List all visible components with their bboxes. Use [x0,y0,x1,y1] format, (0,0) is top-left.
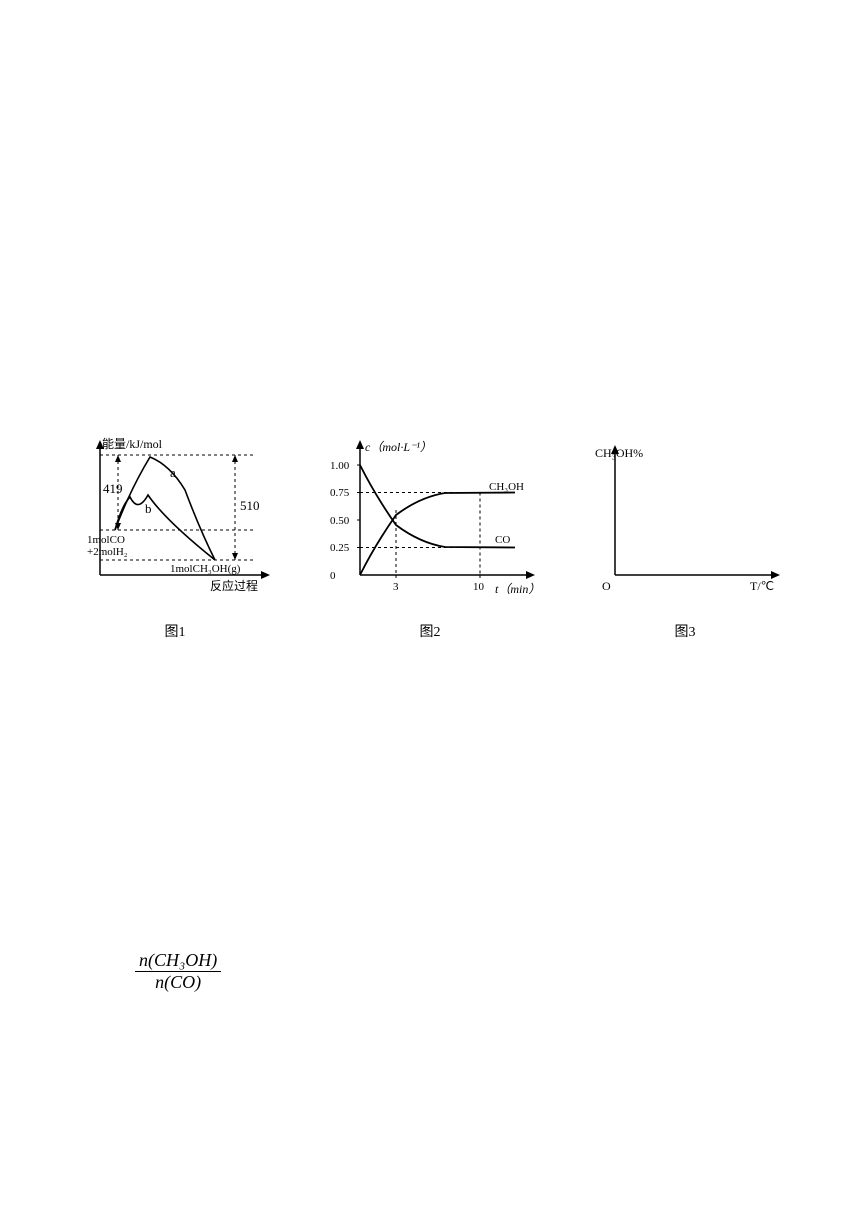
fig2-xtick-10: 10 [473,581,485,593]
fig1-510: 510 [240,498,260,513]
fig3-xaxis-label: T/℃ [750,579,774,593]
fig1-a: a [170,465,176,480]
fig2-co-label: CO [495,534,510,546]
fig2-ch3oh-label: CH₃OH [489,481,524,493]
fig2-xaxis-label: t（min） [495,582,540,596]
fig1-yaxis-label: 能量/kJ/mol [102,437,163,451]
fig2-ytick-100: 1.00 [330,460,350,472]
figure2-block: 0 0.25 0.50 0.75 1.00 3 10 c（mol·L⁻¹） [315,435,545,641]
fig2-xtick-3: 3 [393,581,399,593]
fig1-reactant1: 1molCO [87,534,125,546]
fig3-origin: O [602,579,611,593]
equation-fraction: n(CH₃OH) n(CO) [135,950,221,993]
equation-denominator: n(CO) [135,971,221,993]
fig2-ytick-050: 0.50 [330,515,350,527]
fig3-yaxis-label: CH₃OH% [595,446,643,460]
figure2-caption: 图2 [420,621,441,641]
fig2-yaxis-label: c（mol·L⁻¹） [365,440,432,454]
fig1-product: 1molCH₃OH(g) [170,563,241,575]
fig1-419: 419 [103,481,123,496]
figure2-chart: 0 0.25 0.50 0.75 1.00 3 10 c（mol·L⁻¹） [315,435,545,615]
fig1-b: b [145,501,152,516]
fig1-xaxis-label: 反应过程 [210,578,258,593]
equation-numerator: n(CH₃OH) [135,950,221,971]
fig2-ytick-075: 0.75 [330,487,350,499]
figure3-chart: O CH₃OH% T/℃ [580,435,790,615]
figure1-caption: 图1 [165,621,186,641]
figure3-caption: 图3 [675,621,696,641]
fig2-ytick-0: 0 [330,570,336,582]
fig1-reactant2: +2molH₂ [87,546,128,558]
figure1-block: 能量/kJ/mol 419 510 a b 1molCO +2molH₂ 1mo… [70,435,280,641]
fig2-ytick-025: 0.25 [330,542,350,554]
figure-row: 能量/kJ/mol 419 510 a b 1molCO +2molH₂ 1mo… [70,435,790,641]
figure3-block: O CH₃OH% T/℃ 图3 [580,435,790,641]
figure1-chart: 能量/kJ/mol 419 510 a b 1molCO +2molH₂ 1mo… [70,435,280,615]
